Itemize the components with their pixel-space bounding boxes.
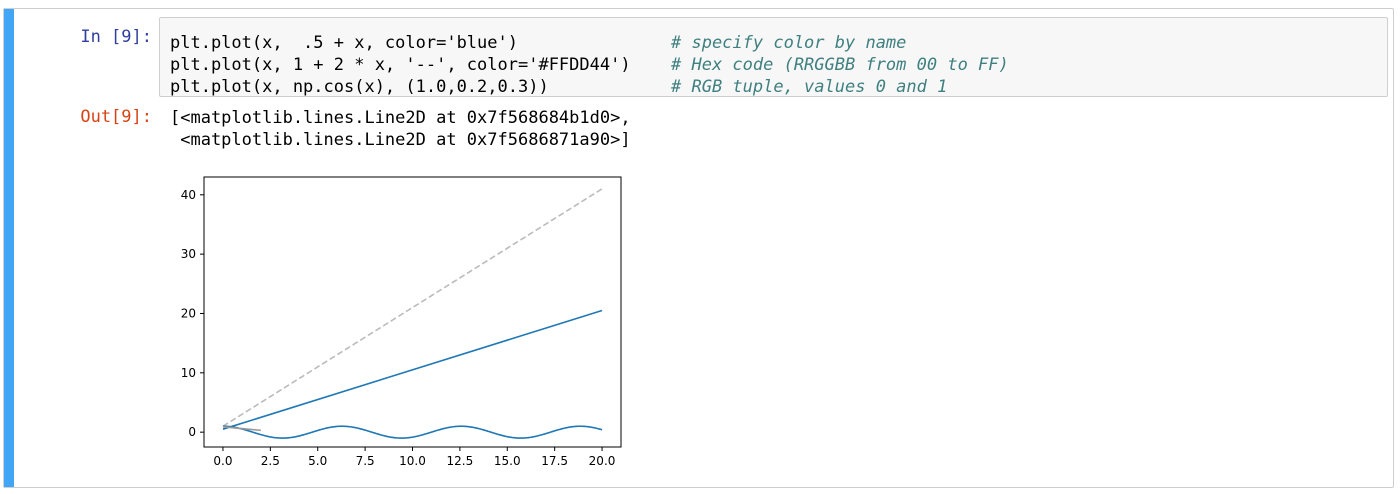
- output-prompt: Out[9]:: [80, 107, 152, 127]
- series-line-2: [222, 188, 603, 427]
- x-tick-label: 17.5: [541, 454, 568, 468]
- series-line-1: [222, 309, 603, 430]
- code-comment-2: # Hex code (RRGGBB from 00 to FF): [671, 55, 1009, 75]
- line-chart: 0.0 2.5 5.0 7.5 10.0 12.5 15.0 17.5 20.0 0 10 20 30…: [181, 176, 622, 468]
- code-line-3: plt.plot(x, np.cos(x), (1.0,0.2,0.3)): [170, 77, 549, 97]
- x-tick-label: 12.5: [447, 454, 474, 468]
- code-line-1: plt.plot(x, .5 + x, color='blue'): [170, 33, 518, 53]
- x-tick-label: 20.0: [589, 454, 616, 468]
- y-tick-label: 0: [188, 425, 196, 439]
- plot-area-frame: [203, 176, 622, 448]
- y-axis-ticks: 0 10 20 30 40: [181, 188, 204, 439]
- y-tick-label: 10: [181, 366, 196, 380]
- output-line-1: [<matplotlib.lines.Line2D at 0x7f568684b…: [170, 108, 631, 128]
- x-tick-label: 10.0: [399, 454, 426, 468]
- cell-selection-bar: [4, 9, 14, 487]
- x-tick-label: 0.0: [213, 454, 232, 468]
- code-comment-3: # RGB tuple, values 0 and 1: [671, 77, 948, 97]
- code-comment-1: # specify color by name: [671, 33, 907, 53]
- output-line-2: <matplotlib.lines.Line2D at 0x7f5686871a…: [170, 130, 631, 150]
- series-line-3: [222, 425, 603, 439]
- x-axis-ticks: 0.0 2.5 5.0 7.5 10.0 12.5 15.0 17.5 20.0: [213, 447, 615, 468]
- code-line-2: plt.plot(x, 1 + 2 * x, '--', color='#FFD…: [170, 55, 631, 75]
- input-prompt: In [9]:: [80, 27, 152, 47]
- series-lines: [222, 188, 603, 439]
- x-tick-label: 7.5: [356, 454, 375, 468]
- code-input-area[interactable]: plt.plot(x, .5 + x, color='blue') # spec…: [159, 17, 1388, 97]
- notebook-cell[interactable]: In [9]: plt.plot(x, .5 + x, color='blue'…: [3, 8, 1394, 488]
- x-tick-label: 2.5: [261, 454, 280, 468]
- series-line-4: [222, 426, 261, 432]
- x-tick-label: 5.0: [308, 454, 327, 468]
- y-tick-label: 30: [181, 247, 196, 261]
- y-tick-label: 40: [181, 188, 196, 202]
- x-tick-label: 15.0: [494, 454, 521, 468]
- y-tick-label: 20: [181, 306, 196, 320]
